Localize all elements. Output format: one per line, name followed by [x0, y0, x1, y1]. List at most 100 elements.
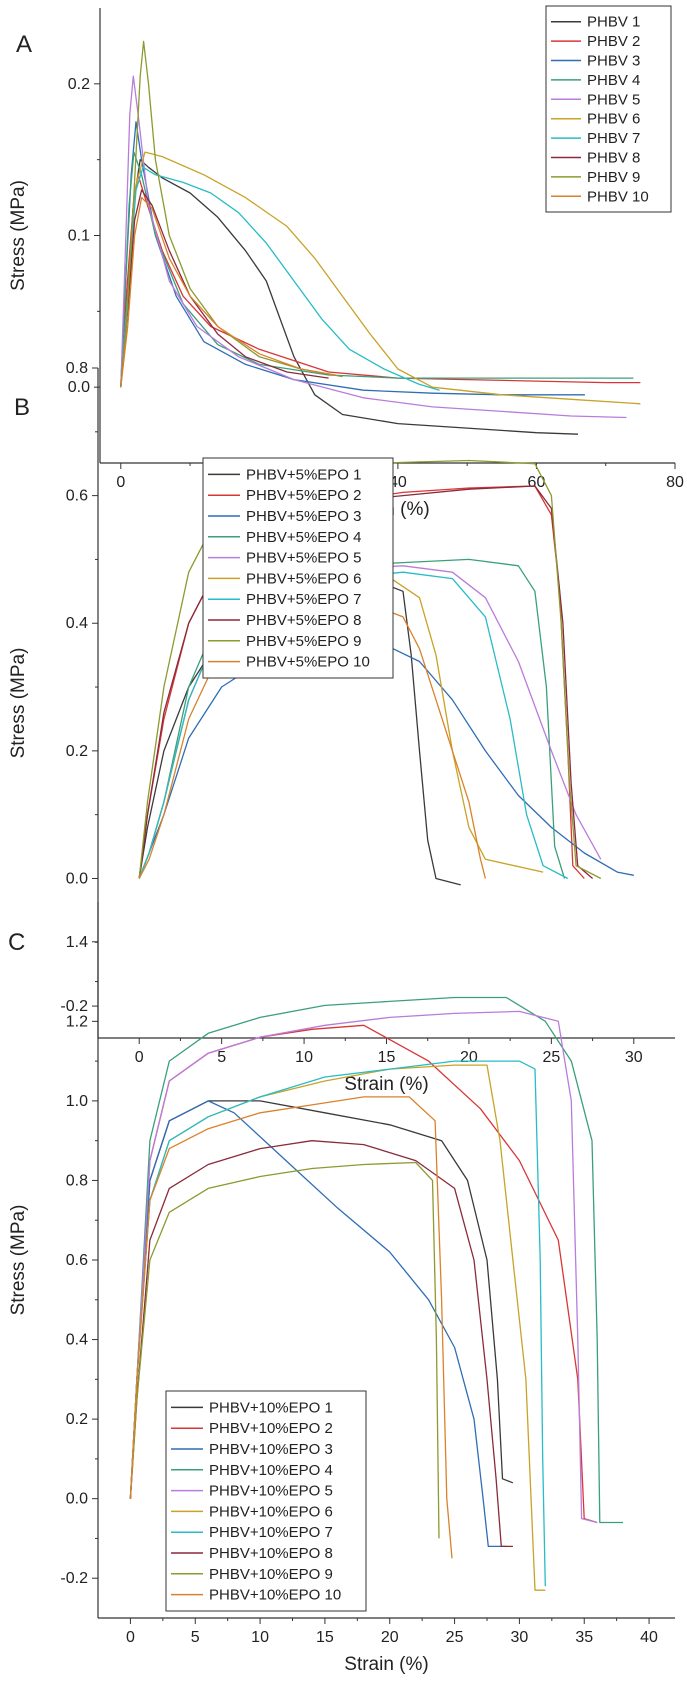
- legend-label: PHBV 4: [587, 72, 640, 89]
- legend-label: PHBV+10%EPO 6: [209, 1503, 333, 1520]
- legend-label: PHBV+5%EPO 1: [246, 466, 361, 483]
- panel-b-chart: B 0 5 10 15 20 25 30 -0.2 0.0 0.2 0.4 0.6 0.8 Strain (…: [8, 360, 675, 1095]
- series-line: [129, 1161, 440, 1539]
- y-tick-label: 0.0: [66, 870, 88, 887]
- series-line: [129, 1096, 453, 1559]
- y-tick-label: 0.6: [66, 1252, 88, 1269]
- y-tick-label: 0.1: [68, 228, 90, 245]
- legend-label: PHBV 10: [587, 188, 649, 205]
- series-line: [138, 641, 634, 879]
- series-line: [120, 189, 329, 388]
- legend-label: PHBV 6: [587, 111, 640, 128]
- legend-label: PHBV+5%EPO 7: [246, 591, 361, 608]
- panel-c-chart: C 0 5 10 15 20 25 30 35 40 -0.2 0.0 0.2 0.4 0.6 0.8 1.0 1…: [8, 902, 675, 1675]
- series-line: [120, 40, 343, 388]
- y-tick-label: 1.4: [66, 934, 88, 951]
- x-tick-label: 10: [295, 1049, 313, 1066]
- x-tick-label: 0: [116, 474, 125, 491]
- legend-label: PHBV+5%EPO 10: [246, 654, 370, 671]
- legend-label: PHBV+5%EPO 5: [246, 550, 361, 567]
- series-line: [120, 151, 634, 388]
- legend-label: PHBV+10%EPO 8: [209, 1545, 333, 1562]
- series-line: [138, 459, 602, 880]
- legend-label: PHBV+5%EPO 4: [246, 529, 361, 546]
- x-tick-label: 20: [460, 1049, 478, 1066]
- y-tick-label: 0.0: [66, 1491, 88, 1508]
- x-tick-label: 20: [381, 1629, 399, 1646]
- legend-label: PHBV+10%EPO 5: [209, 1483, 333, 1500]
- y-tick-label: 0.2: [66, 743, 88, 760]
- y-tick-label: 0.0: [68, 379, 90, 396]
- series-line: [129, 996, 624, 1524]
- legend-label: PHBV 1: [587, 14, 640, 31]
- y-tick-label: 0.6: [66, 488, 88, 505]
- panel-letter: B: [14, 394, 30, 421]
- series-line: [129, 1140, 513, 1548]
- y-tick-label: 0.8: [66, 360, 88, 377]
- x-tick-label: 0: [135, 1049, 144, 1066]
- x-tick-label: 25: [542, 1049, 560, 1066]
- x-tick-label: 5: [191, 1629, 200, 1646]
- series-line: [129, 1100, 507, 1548]
- legend-label: PHBV+10%EPO 9: [209, 1566, 333, 1583]
- x-tick-label: 30: [511, 1629, 529, 1646]
- series-line: [129, 1010, 598, 1524]
- series-line: [120, 159, 579, 435]
- legend: PHBV+5%EPO 1 PHBV+5%EPO 2 PHBV+5%EPO 3 PHBV…: [202, 457, 394, 679]
- x-tick-label: 5: [217, 1049, 226, 1066]
- y-tick-label: 0.4: [66, 1332, 88, 1349]
- x-tick-label: 10: [251, 1629, 269, 1646]
- series-line: [120, 121, 585, 396]
- x-tick-label: 0: [126, 1629, 135, 1646]
- series-line: [138, 485, 594, 879]
- legend: PHBV 1 PHBV 2 PHBV 3 PHBV 4 PHBV 5 PHBV 6 PHBV…: [545, 5, 672, 213]
- y-tick-label: -0.2: [60, 998, 88, 1015]
- y-tick-label: 0.8: [66, 1172, 88, 1189]
- legend-label: PHBV+5%EPO 2: [246, 487, 361, 504]
- y-tick-label: 0.2: [66, 1411, 88, 1428]
- x-tick-label: 40: [640, 1629, 658, 1646]
- legend-label: PHBV+10%EPO 2: [209, 1420, 333, 1437]
- legend-label: PHBV+5%EPO 8: [246, 612, 361, 629]
- y-tick-label: 0.4: [66, 615, 88, 632]
- x-tick-label: 25: [446, 1629, 464, 1646]
- legend-label: PHBV 9: [587, 169, 640, 186]
- legend-label: PHBV+10%EPO 10: [209, 1587, 341, 1604]
- x-tick-label: 15: [378, 1049, 396, 1066]
- y-tick-label: -0.2: [60, 1570, 88, 1587]
- legend-label: PHBV+5%EPO 6: [246, 570, 361, 587]
- series-line: [120, 151, 641, 405]
- legend: PHBV+10%EPO 1 PHBV+10%EPO 2 PHBV+10%EPO 3 P…: [165, 1390, 367, 1612]
- x-tick-label: 35: [575, 1629, 593, 1646]
- legend-box: [545, 5, 672, 213]
- legend-label: PHBV+10%EPO 3: [209, 1441, 333, 1458]
- series-line: [120, 196, 336, 388]
- x-axis-title: Strain (%): [344, 1654, 428, 1675]
- series-line: [120, 166, 440, 391]
- legend-label: PHBV 7: [587, 130, 640, 147]
- y-tick-label: 1.2: [66, 1013, 88, 1030]
- legend-label: PHBV 3: [587, 53, 640, 70]
- y-axis-title: Stress (MPa): [8, 1205, 29, 1316]
- x-tick-label: 80: [666, 474, 684, 491]
- series-line: [120, 75, 627, 419]
- panel-letter: C: [8, 929, 25, 956]
- legend-label: PHBV 8: [587, 150, 640, 167]
- legend-label: PHBV 2: [587, 33, 640, 50]
- legend-label: PHBV 5: [587, 91, 640, 108]
- y-tick-label: 0.2: [68, 76, 90, 93]
- x-axis-title: Strain (%): [344, 1074, 428, 1095]
- y-axis-title: Stress (MPa): [8, 648, 29, 759]
- legend-label: PHBV+10%EPO 1: [209, 1399, 333, 1416]
- x-tick-label: 30: [625, 1049, 643, 1066]
- legend-label: PHBV+10%EPO 7: [209, 1524, 333, 1541]
- panel-a-chart: A0204060800.00.10.2Strain (%)Stress (MPa…: [8, 5, 684, 520]
- legend-label: PHBV+5%EPO 9: [246, 633, 361, 650]
- y-axis-title: Stress (MPa): [8, 180, 29, 291]
- y-tick-label: 1.0: [66, 1093, 88, 1110]
- legend-label: PHBV+5%EPO 3: [246, 508, 361, 525]
- legend-label: PHBV+10%EPO 4: [209, 1462, 333, 1479]
- x-tick-label: 15: [316, 1629, 334, 1646]
- panel-letter: A: [16, 31, 32, 58]
